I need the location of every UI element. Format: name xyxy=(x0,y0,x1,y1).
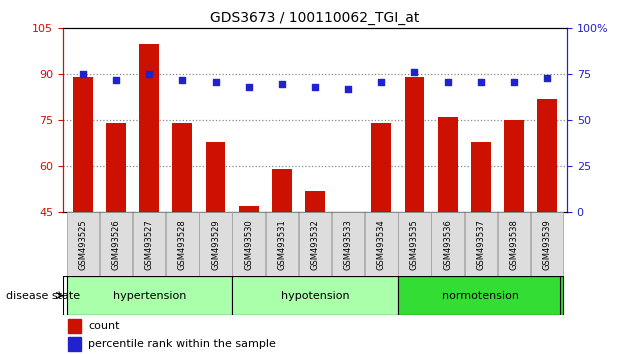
Bar xyxy=(305,191,325,212)
FancyBboxPatch shape xyxy=(67,276,232,315)
FancyBboxPatch shape xyxy=(166,212,198,276)
FancyBboxPatch shape xyxy=(398,212,431,276)
FancyBboxPatch shape xyxy=(67,212,99,276)
Text: GSM493530: GSM493530 xyxy=(244,219,253,270)
Point xyxy=(244,84,254,90)
Bar xyxy=(73,78,93,212)
Point xyxy=(144,72,154,77)
FancyBboxPatch shape xyxy=(232,276,398,315)
FancyBboxPatch shape xyxy=(531,212,563,276)
Point xyxy=(509,79,519,85)
Bar xyxy=(205,142,226,212)
Text: GSM493528: GSM493528 xyxy=(178,219,187,270)
Text: GSM493533: GSM493533 xyxy=(343,219,353,270)
Text: GSM493539: GSM493539 xyxy=(542,219,552,270)
Bar xyxy=(438,117,457,212)
Bar xyxy=(471,142,491,212)
Text: GSM493535: GSM493535 xyxy=(410,219,419,270)
FancyBboxPatch shape xyxy=(232,212,265,276)
Text: GSM493525: GSM493525 xyxy=(78,219,88,270)
Bar xyxy=(139,44,159,212)
FancyBboxPatch shape xyxy=(464,212,497,276)
Bar xyxy=(537,99,557,212)
Text: GSM493526: GSM493526 xyxy=(112,219,120,270)
Text: GSM493532: GSM493532 xyxy=(311,219,319,270)
FancyBboxPatch shape xyxy=(365,212,398,276)
FancyBboxPatch shape xyxy=(332,212,364,276)
Text: hypotension: hypotension xyxy=(281,291,349,301)
Text: GSM493527: GSM493527 xyxy=(145,219,154,270)
Bar xyxy=(272,170,292,212)
FancyBboxPatch shape xyxy=(199,212,232,276)
FancyBboxPatch shape xyxy=(299,212,331,276)
Point xyxy=(376,79,386,85)
Text: percentile rank within the sample: percentile rank within the sample xyxy=(88,339,276,349)
FancyBboxPatch shape xyxy=(100,212,132,276)
Text: GDS3673 / 100110062_TGI_at: GDS3673 / 100110062_TGI_at xyxy=(210,11,420,25)
Point xyxy=(343,86,353,92)
Point xyxy=(78,72,88,77)
Point xyxy=(111,77,121,83)
Text: count: count xyxy=(88,321,120,331)
Text: GSM493538: GSM493538 xyxy=(510,219,518,270)
Point xyxy=(277,81,287,86)
Bar xyxy=(504,120,524,212)
FancyBboxPatch shape xyxy=(133,212,166,276)
FancyBboxPatch shape xyxy=(266,212,298,276)
Point xyxy=(542,75,552,81)
Bar xyxy=(68,319,81,333)
FancyBboxPatch shape xyxy=(498,212,530,276)
Bar xyxy=(173,124,192,212)
Text: GSM493536: GSM493536 xyxy=(443,219,452,270)
Text: GSM493537: GSM493537 xyxy=(476,219,485,270)
FancyBboxPatch shape xyxy=(432,212,464,276)
FancyBboxPatch shape xyxy=(398,276,563,315)
Bar xyxy=(371,124,391,212)
Text: hypertension: hypertension xyxy=(113,291,186,301)
Text: GSM493534: GSM493534 xyxy=(377,219,386,270)
Bar xyxy=(239,206,259,212)
Text: GSM493531: GSM493531 xyxy=(277,219,287,270)
Point xyxy=(310,84,320,90)
Point xyxy=(177,77,187,83)
Point xyxy=(210,79,220,85)
Bar xyxy=(106,124,126,212)
Text: disease state: disease state xyxy=(6,291,81,301)
Point xyxy=(443,79,453,85)
Bar xyxy=(68,337,81,351)
Point xyxy=(476,79,486,85)
Text: normotension: normotension xyxy=(442,291,519,301)
Point xyxy=(410,70,420,75)
Bar xyxy=(404,78,425,212)
Text: GSM493529: GSM493529 xyxy=(211,219,220,270)
